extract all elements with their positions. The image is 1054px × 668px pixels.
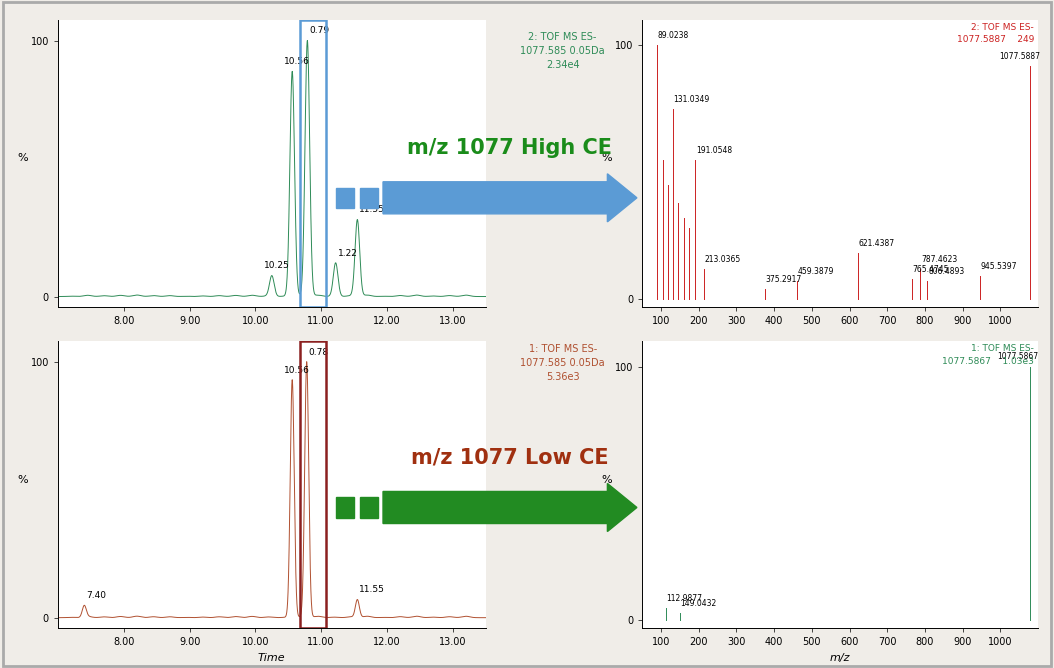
X-axis label: Time: Time xyxy=(258,653,286,663)
Text: 7.40: 7.40 xyxy=(86,591,106,600)
Text: 765.4745: 765.4745 xyxy=(913,265,950,274)
Y-axis label: %: % xyxy=(601,474,611,484)
Text: 10.56: 10.56 xyxy=(285,365,310,375)
Text: 1.22: 1.22 xyxy=(337,248,357,258)
X-axis label: m/z: m/z xyxy=(829,653,851,663)
Text: 0.79: 0.79 xyxy=(309,27,330,35)
Text: 112.9877: 112.9877 xyxy=(667,594,703,603)
Text: 11.55: 11.55 xyxy=(359,585,385,595)
Bar xyxy=(300,341,327,628)
Text: 0.78: 0.78 xyxy=(309,347,329,357)
Text: 806.4893: 806.4893 xyxy=(929,267,964,277)
Text: 1077.5887: 1077.5887 xyxy=(999,51,1040,61)
Text: 131.0349: 131.0349 xyxy=(674,95,709,104)
Text: 89.0238: 89.0238 xyxy=(658,31,689,40)
Text: 10.56: 10.56 xyxy=(285,57,310,66)
Text: 1: TOF MS ES-
1077.585 0.05Da
5.36e3: 1: TOF MS ES- 1077.585 0.05Da 5.36e3 xyxy=(521,344,605,382)
Text: 787.4623: 787.4623 xyxy=(921,255,957,264)
Text: 375.2917: 375.2917 xyxy=(765,275,802,284)
Text: m/z 1077 High CE: m/z 1077 High CE xyxy=(408,138,612,158)
Text: 10.25: 10.25 xyxy=(264,261,290,271)
Text: 11.55: 11.55 xyxy=(359,206,385,214)
Text: 2: TOF MS ES-
1077.585 0.05Da
2.34e4: 2: TOF MS ES- 1077.585 0.05Da 2.34e4 xyxy=(521,31,605,69)
Y-axis label: %: % xyxy=(601,154,611,164)
Text: m/z 1077 Low CE: m/z 1077 Low CE xyxy=(411,448,609,468)
Text: 191.0548: 191.0548 xyxy=(696,146,733,154)
Y-axis label: %: % xyxy=(17,154,27,164)
Text: 621.4387: 621.4387 xyxy=(858,239,895,248)
Text: 459.3879: 459.3879 xyxy=(797,267,834,277)
Text: 1: TOF MS ES-
1077.5867    1.03e3: 1: TOF MS ES- 1077.5867 1.03e3 xyxy=(942,344,1034,365)
Text: 213.0365: 213.0365 xyxy=(704,255,741,264)
Bar xyxy=(300,20,327,307)
Text: 1077.5867: 1077.5867 xyxy=(998,353,1039,361)
Text: 945.5397: 945.5397 xyxy=(980,263,1017,271)
Y-axis label: %: % xyxy=(17,474,27,484)
Text: 149.0432: 149.0432 xyxy=(680,599,717,608)
Text: 2: TOF MS ES-
1077.5887    249: 2: TOF MS ES- 1077.5887 249 xyxy=(957,23,1034,44)
